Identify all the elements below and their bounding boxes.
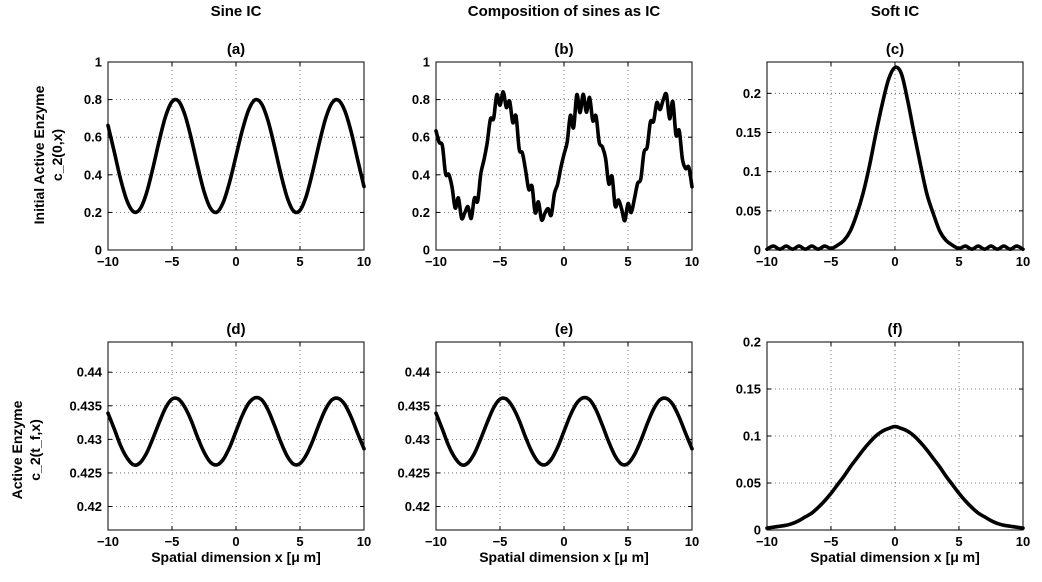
y-tick-label: 0.425 bbox=[397, 465, 430, 480]
y-tick-label: 1 bbox=[95, 55, 102, 70]
x-tick-label: −10 bbox=[97, 534, 119, 549]
series-line bbox=[434, 90, 694, 223]
y-tick-label: 0.2 bbox=[743, 86, 761, 101]
panel-label: (e) bbox=[555, 321, 573, 338]
series-line bbox=[106, 97, 366, 215]
y-tick-label: 0.4 bbox=[84, 167, 103, 182]
panel-d: −10 −5 0 5 10 0.42 0.425 0.43 0.435 0.44 (d) Spatia… bbox=[69, 321, 371, 565]
panel-b: −10 −5 0 5 10 0 0.2 0.4 0.6 0.8 1 (b) bbox=[412, 41, 699, 269]
y-tick-label: 0.42 bbox=[77, 499, 102, 514]
y-tick-label: 0.43 bbox=[405, 432, 430, 447]
y-tick-label: 0.435 bbox=[69, 398, 102, 413]
row2-ylabel-line2: c_2(t_f,x) bbox=[27, 419, 43, 480]
x-tick-label: 5 bbox=[624, 254, 631, 269]
y-tick-label: 0.425 bbox=[69, 465, 102, 480]
x-tick-label: −5 bbox=[165, 534, 180, 549]
x-axis-label: Spatial dimension x [μ m] bbox=[151, 549, 321, 565]
y-tick-label: 0.43 bbox=[77, 432, 102, 447]
row2-ylabel: Active Enzyme bbox=[9, 400, 25, 499]
x-tick-label: 5 bbox=[296, 534, 303, 549]
y-tick-label: 0.2 bbox=[412, 205, 430, 220]
x-tick-label: 0 bbox=[891, 254, 898, 269]
x-tick-label: 5 bbox=[955, 254, 962, 269]
x-tick-label: −10 bbox=[756, 534, 778, 549]
y-tick-label: 0.8 bbox=[84, 92, 102, 107]
x-tick-label: 10 bbox=[1016, 534, 1030, 549]
y-tick-label: 0.8 bbox=[412, 92, 430, 107]
series-line bbox=[106, 395, 366, 467]
y-tick-label: 0.42 bbox=[405, 499, 430, 514]
x-tick-label: −5 bbox=[824, 254, 839, 269]
panel-f: −10 −5 0 5 10 0 0.05 0.1 0.15 0.2 (f) Spatial dimen… bbox=[736, 321, 1031, 565]
x-tick-label: −5 bbox=[824, 534, 839, 549]
row1-ylabel-math: c_2(0,x) bbox=[49, 129, 65, 181]
panel-a: −10 −5 0 5 10 0 0.2 0.4 0.6 0.8 1 (a) bbox=[84, 41, 371, 269]
column-title-composition-ic: Composition of sines as IC bbox=[468, 3, 661, 20]
y-tick-label: 0.44 bbox=[405, 365, 431, 380]
y-tick-label: 0 bbox=[754, 523, 761, 538]
y-tick-label: 0 bbox=[754, 243, 761, 258]
x-tick-label: 10 bbox=[357, 254, 371, 269]
panel-label: (f) bbox=[888, 321, 903, 338]
x-axis-label: Spatial dimension x [μ m] bbox=[810, 549, 980, 565]
y-tick-label: 0.15 bbox=[736, 125, 761, 140]
y-tick-label: 0 bbox=[423, 243, 430, 258]
x-tick-label: 5 bbox=[296, 254, 303, 269]
x-tick-label: 10 bbox=[685, 254, 699, 269]
row2-ylabel-line1: Active Enzyme bbox=[9, 400, 25, 499]
series-line bbox=[765, 65, 1025, 252]
y-tick-label: 0.05 bbox=[736, 203, 761, 218]
x-tick-label: −5 bbox=[493, 254, 508, 269]
panel-label: (c) bbox=[886, 41, 904, 58]
panel-label: (b) bbox=[554, 41, 573, 58]
row1-ylabel-line1: Initial Active Enzyme bbox=[31, 85, 47, 224]
y-tick-label: 0.6 bbox=[412, 130, 430, 145]
x-tick-label: 5 bbox=[955, 534, 962, 549]
y-tick-label: 0.6 bbox=[84, 130, 102, 145]
y-tick-label: 1 bbox=[423, 55, 430, 70]
panel-c: −10 −5 0 5 10 0 0.05 0.1 0.15 0.2 (c) bbox=[736, 41, 1031, 269]
y-tick-label: 0 bbox=[95, 243, 102, 258]
x-tick-label: 0 bbox=[560, 254, 567, 269]
x-tick-label: −10 bbox=[97, 254, 119, 269]
x-tick-label: −10 bbox=[756, 254, 778, 269]
panel-label: (a) bbox=[227, 41, 245, 58]
x-tick-label: −10 bbox=[425, 534, 447, 549]
row2-ylabel-math: c_2(t_f,x) bbox=[27, 419, 43, 480]
x-tick-label: −10 bbox=[425, 254, 447, 269]
y-tick-label: 0.2 bbox=[743, 335, 761, 350]
column-title-soft-ic: Soft IC bbox=[871, 3, 919, 20]
x-tick-label: 0 bbox=[560, 534, 567, 549]
x-tick-label: 10 bbox=[685, 534, 699, 549]
panel-e: −10 −5 0 5 10 0.42 0.425 0.43 0.435 0.44 (e) Spatia… bbox=[397, 321, 699, 565]
x-axis-label: Spatial dimension x [μ m] bbox=[479, 549, 649, 565]
y-tick-label: 0.4 bbox=[412, 167, 431, 182]
x-tick-label: 0 bbox=[232, 534, 239, 549]
y-tick-label: 0.2 bbox=[84, 205, 102, 220]
x-tick-label: 10 bbox=[1016, 254, 1030, 269]
y-tick-label: 0.1 bbox=[743, 164, 761, 179]
column-title-sine-ic: Sine IC bbox=[211, 3, 262, 20]
row1-ylabel: Initial Active Enzyme bbox=[31, 85, 47, 224]
series-line bbox=[765, 424, 1025, 530]
x-tick-label: −5 bbox=[165, 254, 180, 269]
x-tick-label: 0 bbox=[232, 254, 239, 269]
y-tick-label: 0.05 bbox=[736, 476, 761, 491]
panel-label: (d) bbox=[226, 321, 245, 338]
series-line bbox=[434, 395, 694, 467]
y-tick-label: 0.15 bbox=[736, 382, 761, 397]
x-tick-label: −5 bbox=[493, 534, 508, 549]
x-tick-label: 5 bbox=[624, 534, 631, 549]
y-tick-label: 0.435 bbox=[397, 398, 430, 413]
x-tick-label: 0 bbox=[891, 534, 898, 549]
y-tick-label: 0.44 bbox=[77, 365, 103, 380]
x-tick-label: 10 bbox=[357, 534, 371, 549]
y-tick-label: 0.1 bbox=[743, 429, 761, 444]
row1-ylabel-line2: c_2(0,x) bbox=[49, 129, 65, 181]
